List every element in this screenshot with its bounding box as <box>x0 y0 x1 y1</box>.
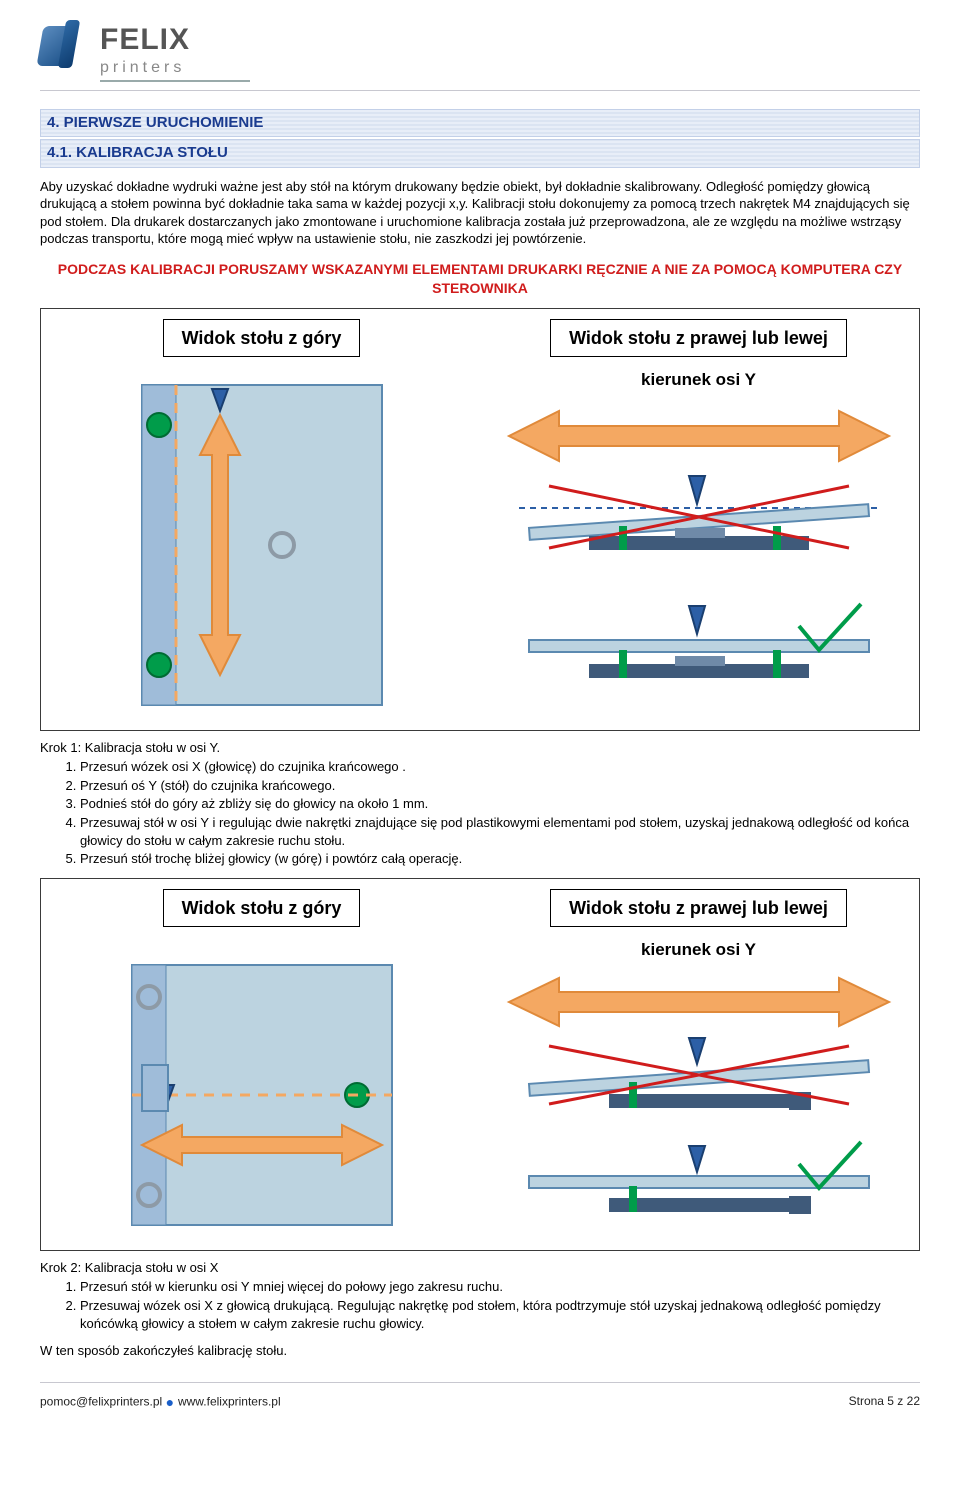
logo-text-main: FELIX <box>100 20 250 61</box>
logo-text-sub: printers <box>100 57 250 79</box>
warning-note: PODCZAS KALIBRACJI PORUSZAMY WSKAZANYMI … <box>40 260 920 298</box>
intro-paragraph: Aby uzyskać dokładne wydruki ważne jest … <box>40 178 920 248</box>
diagram1-label-side: Widok stołu z prawej lub lewej <box>550 319 847 357</box>
diagram1-label-top: Widok stołu z góry <box>163 319 361 357</box>
diagram-2: Widok stołu z góry <box>40 878 920 1251</box>
heading-4-1: 4.1. KALIBRACJA STOŁU <box>40 139 920 167</box>
step2-list: Przesuń stół w kierunku osi Y mniej więc… <box>64 1278 920 1332</box>
closing-paragraph: W ten sposób zakończyłeś kalibrację stoł… <box>40 1342 920 1360</box>
diagram2-axis-label: kierunek osi Y <box>641 939 756 962</box>
list-item: Przesuń wózek osi X (głowicę) do czujnik… <box>80 758 920 776</box>
list-item: Przesuń stół w kierunku osi Y mniej więc… <box>80 1278 920 1296</box>
diagram1-axis-label: kierunek osi Y <box>641 369 756 392</box>
list-item: Przesuwaj stół w osi Y i regulując dwie … <box>80 814 920 849</box>
diagram-1: Widok stołu z góry <box>40 308 920 731</box>
list-item: Podnieś stół do góry aż zbliży się do gł… <box>80 795 920 813</box>
diagram2-label-side: Widok stołu z prawej lub lewej <box>550 889 847 927</box>
list-item: Przesuń stół trochę bliżej głowicy (w gó… <box>80 850 920 868</box>
list-item: Przesuń oś Y (stół) do czujnika krańcowe… <box>80 777 920 795</box>
step1-heading: Krok 1: Kalibracja stołu w osi Y. <box>40 739 920 757</box>
diagram2-topview-icon <box>112 935 412 1235</box>
page-footer: pomoc@felixprinters.pl ● www.felixprinte… <box>40 1382 920 1412</box>
diagram1-topview-icon <box>112 365 412 715</box>
heading-4: 4. PIERWSZE URUCHOMIENIE <box>40 109 920 137</box>
footer-web: www.felixprinters.pl <box>178 1394 281 1408</box>
footer-page-number: Strona 5 z 22 <box>849 1393 920 1412</box>
brand-logo: FELIX printers <box>40 20 920 82</box>
step1-list: Przesuń wózek osi X (głowicę) do czujnik… <box>64 758 920 867</box>
footer-email: pomoc@felixprinters.pl <box>40 1394 162 1408</box>
diagram2-label-top: Widok stołu z góry <box>163 889 361 927</box>
list-item: Przesuwaj wózek osi X z głowicą drukując… <box>80 1297 920 1332</box>
bullet-icon: ● <box>166 1394 178 1410</box>
logo-mark-icon <box>40 20 92 72</box>
diagram1-sideview-icon <box>489 396 909 716</box>
step2-heading: Krok 2: Kalibracja stołu w osi X <box>40 1259 920 1277</box>
diagram2-sideview-icon <box>489 966 909 1236</box>
